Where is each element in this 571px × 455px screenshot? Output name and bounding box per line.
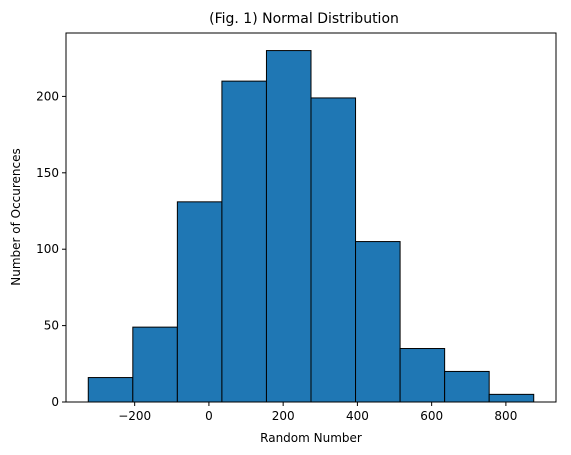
- histogram-bar-7: [399, 348, 446, 403]
- histogram-bar-4: [265, 50, 312, 403]
- y-tick-label: 200: [36, 89, 59, 103]
- histogram-bar-8: [444, 370, 490, 403]
- histogram-bar-1: [132, 326, 178, 403]
- x-tick-label: 800: [494, 409, 517, 423]
- x-axis-ticks: −200 0 200 400 600 800: [118, 402, 517, 423]
- histogram-bar-3: [221, 80, 267, 403]
- histogram-bar-9: [488, 393, 535, 403]
- y-axis-label: Number of Occurences: [9, 148, 23, 286]
- y-tick-label: 100: [36, 242, 59, 256]
- x-tick-label: −200: [118, 409, 151, 423]
- histogram-bar-2: [176, 201, 223, 403]
- histogram-bar-6: [355, 241, 401, 403]
- x-tick-label: 600: [420, 409, 443, 423]
- y-axis-ticks: 0 50 100 150 200: [36, 89, 66, 409]
- plot-frame: [65, 32, 557, 403]
- histogram-bar-0: [87, 377, 134, 403]
- y-tick-label: 150: [36, 166, 59, 180]
- x-tick-label: 200: [272, 409, 295, 423]
- y-tick-label: 0: [51, 395, 59, 409]
- x-tick-label: 0: [205, 409, 213, 423]
- chart-title: (Fig. 1) Normal Distribution: [209, 11, 399, 27]
- x-tick-label: 400: [346, 409, 369, 423]
- y-tick-label: 50: [44, 319, 59, 333]
- bars-group: [87, 50, 535, 403]
- x-axis-label: Random Number: [260, 431, 362, 445]
- histogram-bar-5: [310, 97, 357, 403]
